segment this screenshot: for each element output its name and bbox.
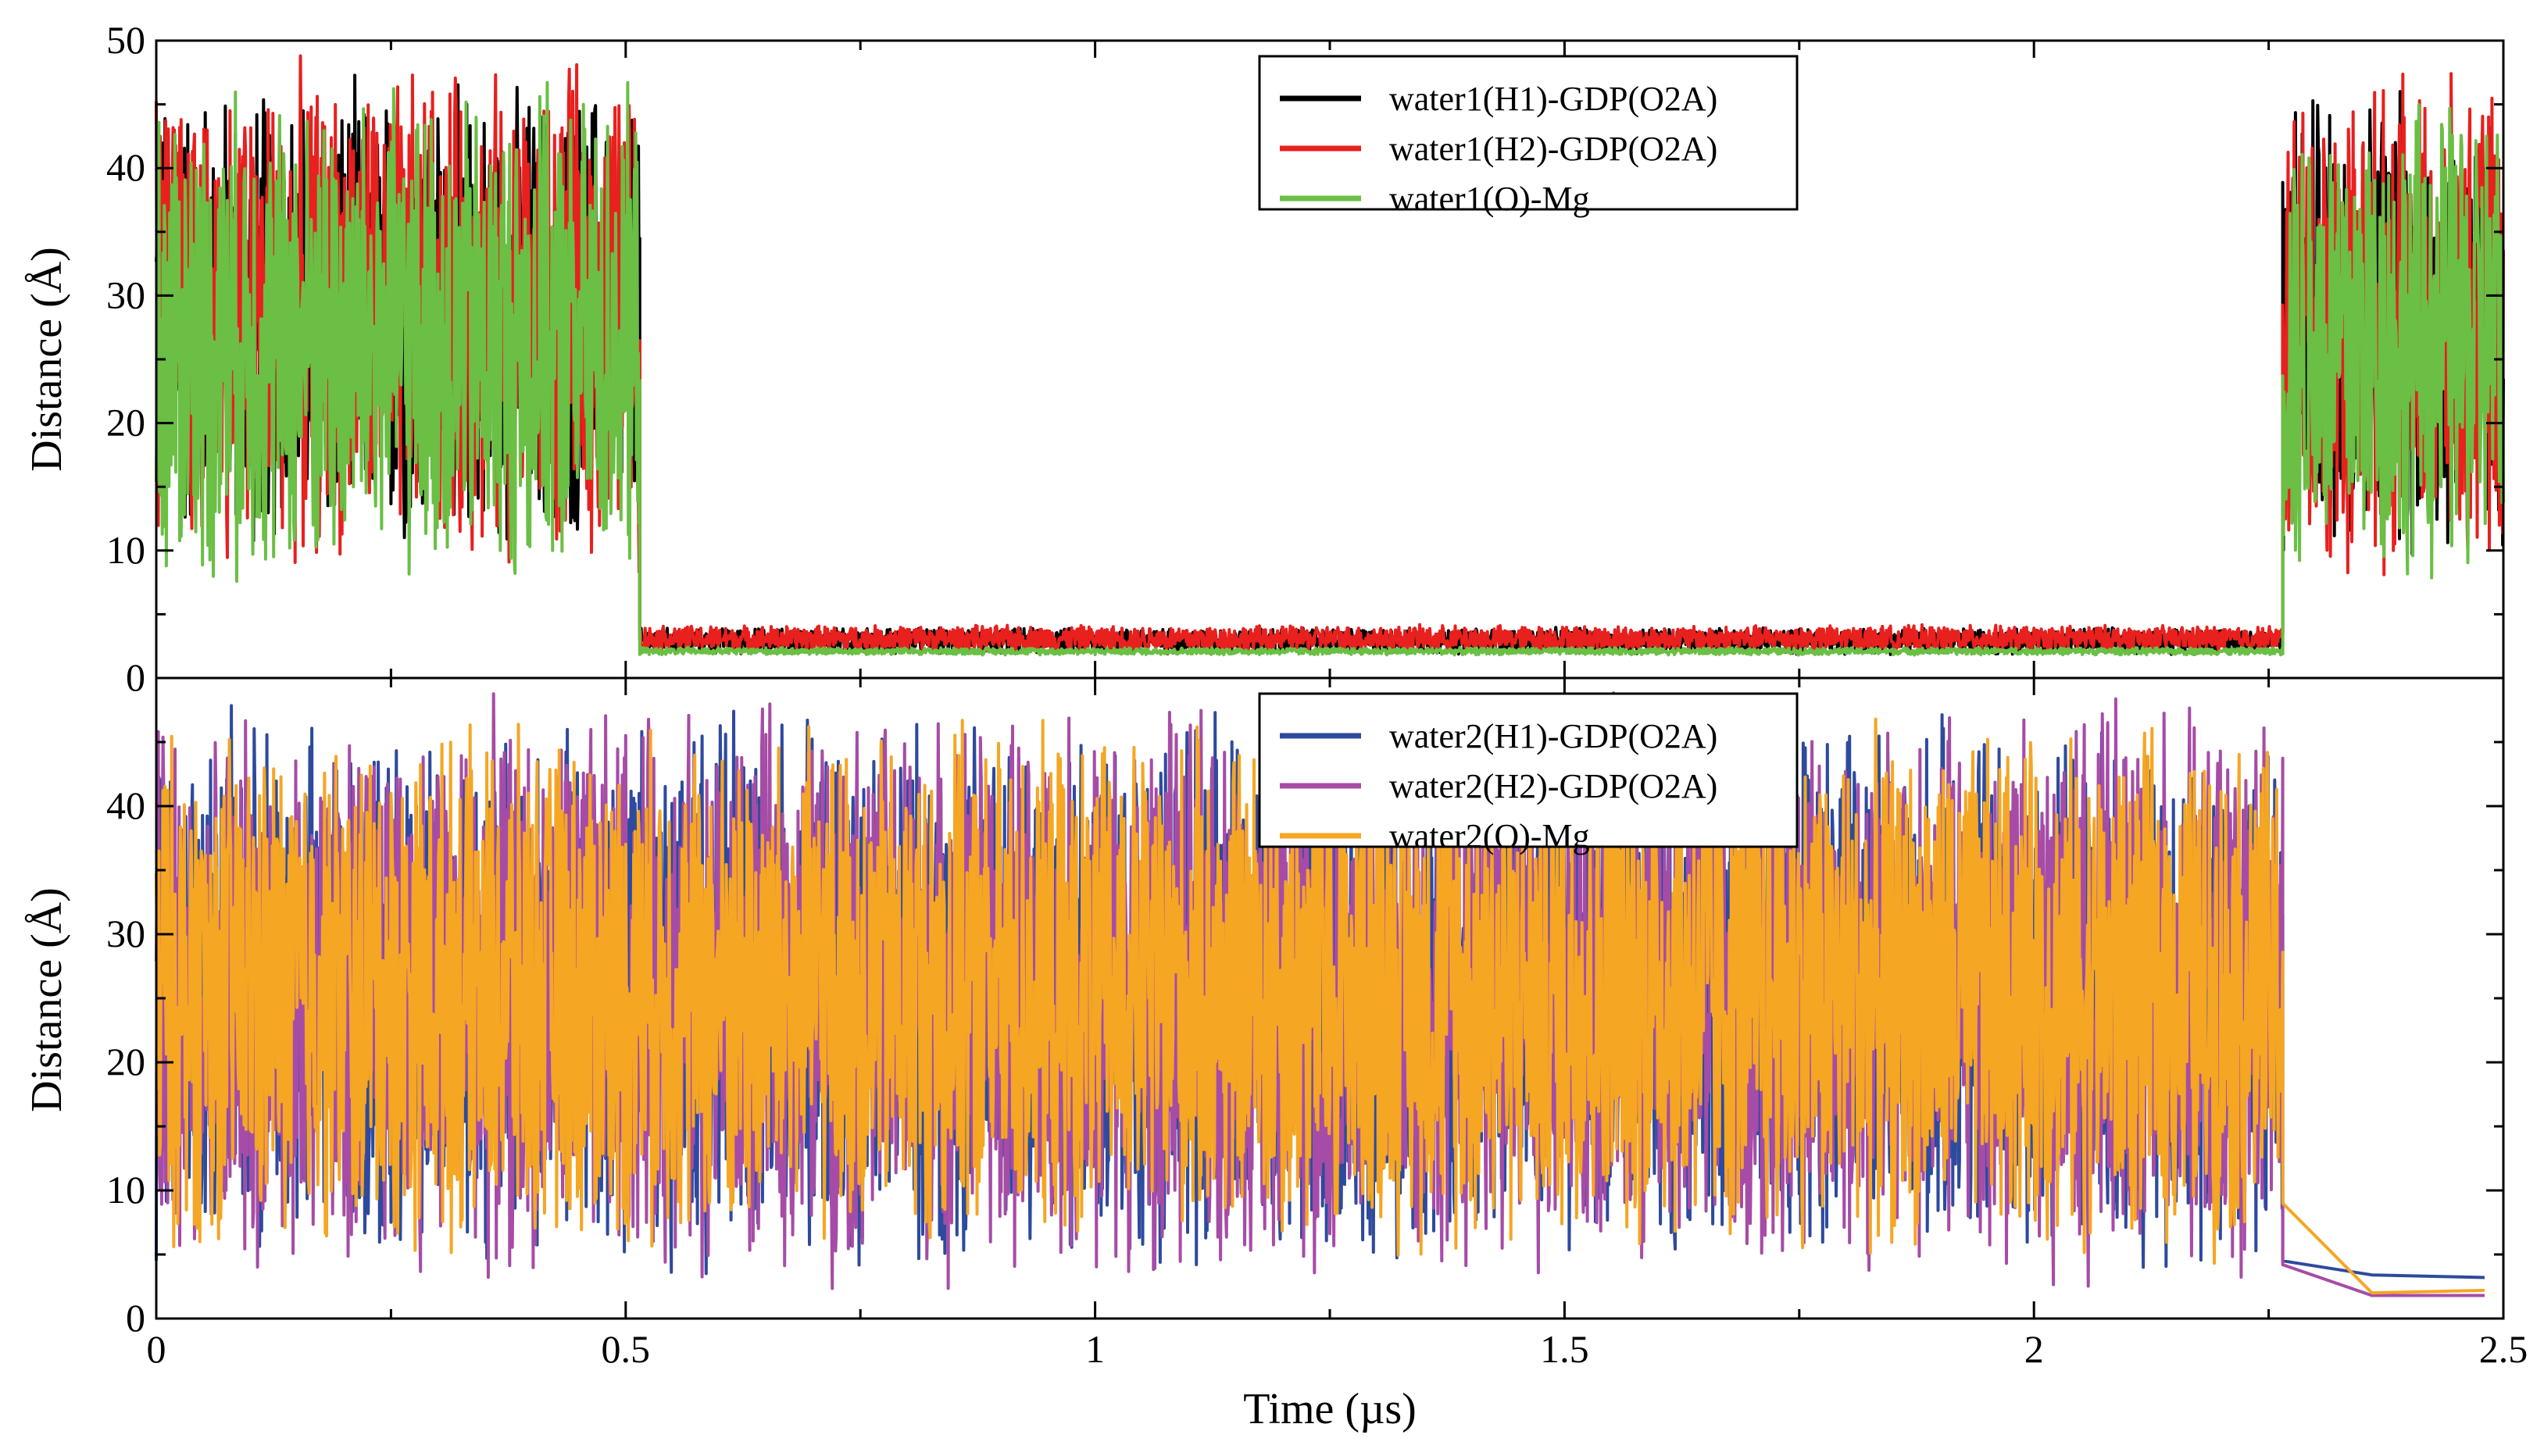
bottom-y-axis: 0 10 20 30 40 bbox=[106, 740, 2503, 1340]
bottom-y-tick-label: 0 bbox=[126, 1296, 145, 1340]
bottom-legend-box bbox=[1258, 692, 1799, 848]
bottom-legend-label: water2(O)-Mg bbox=[1389, 817, 1590, 855]
top-y-tick-label: 50 bbox=[106, 18, 145, 62]
top-legend-label: water1(O)-Mg bbox=[1389, 180, 1590, 218]
bottom-y-tick-label: 20 bbox=[106, 1040, 145, 1083]
bottom-legend: water2(H1)-GDP(O2A) water2(H2)-GDP(O2A) wa… bbox=[1258, 692, 1799, 855]
bottom-x-tick-label: 1 bbox=[1085, 1327, 1105, 1371]
bottom-x-tick-label: 1.5 bbox=[1540, 1327, 1589, 1371]
top-y-tick-label: 40 bbox=[106, 145, 145, 189]
top-legend-label: water1(H1)-GDP(O2A) bbox=[1389, 80, 1717, 118]
bottom-y-tick-label: 30 bbox=[106, 912, 145, 955]
bottom-panel: 0 10 20 30 40 0 0.5 1 1.5 2 2.5 Distance (Å) Time… bbox=[23, 676, 2528, 1433]
bottom-x-axis: 0 0.5 1 1.5 2 2.5 bbox=[147, 678, 2528, 1371]
top-y-tick-label: 20 bbox=[106, 401, 145, 444]
bottom-y-tick-label: 40 bbox=[106, 783, 145, 827]
top-y-tick-label: 10 bbox=[106, 528, 145, 572]
top-y-tick-label: 0 bbox=[126, 655, 145, 699]
top-panel: 0 10 20 30 40 50 Distance (Å) water1(H1)-GDP(… bbox=[23, 18, 2505, 699]
bottom-y-tick-label: 10 bbox=[106, 1168, 145, 1212]
bottom-legend-label: water2(H2)-GDP(O2A) bbox=[1389, 767, 1717, 805]
bottom-y-axis-title: Distance (Å) bbox=[23, 887, 71, 1112]
x-axis-title: Time (µs) bbox=[1243, 1385, 1417, 1433]
top-y-axis-title: Distance (Å) bbox=[23, 247, 71, 472]
bottom-x-tick-label: 0 bbox=[147, 1327, 166, 1371]
bottom-legend-label: water2(H1)-GDP(O2A) bbox=[1389, 717, 1717, 755]
top-y-axis: 0 10 20 30 40 50 bbox=[106, 18, 2505, 699]
bottom-x-tick-label: 2.5 bbox=[2479, 1327, 2528, 1371]
top-legend-box bbox=[1258, 55, 1799, 211]
bottom-x-tick-label: 2 bbox=[2024, 1327, 2044, 1371]
top-series-3 bbox=[155, 80, 2505, 657]
bottom-series-3 bbox=[155, 717, 2485, 1295]
top-series-layer bbox=[155, 54, 2505, 657]
top-legend-label: water1(H2)-GDP(O2A) bbox=[1389, 130, 1717, 168]
bottom-series-layer bbox=[155, 691, 2485, 1297]
bottom-x-tick-label: 0.5 bbox=[602, 1327, 651, 1371]
top-y-tick-label: 30 bbox=[106, 273, 145, 316]
top-legend: water1(H1)-GDP(O2A) water1(H2)-GDP(O2A) wa… bbox=[1258, 55, 1799, 218]
